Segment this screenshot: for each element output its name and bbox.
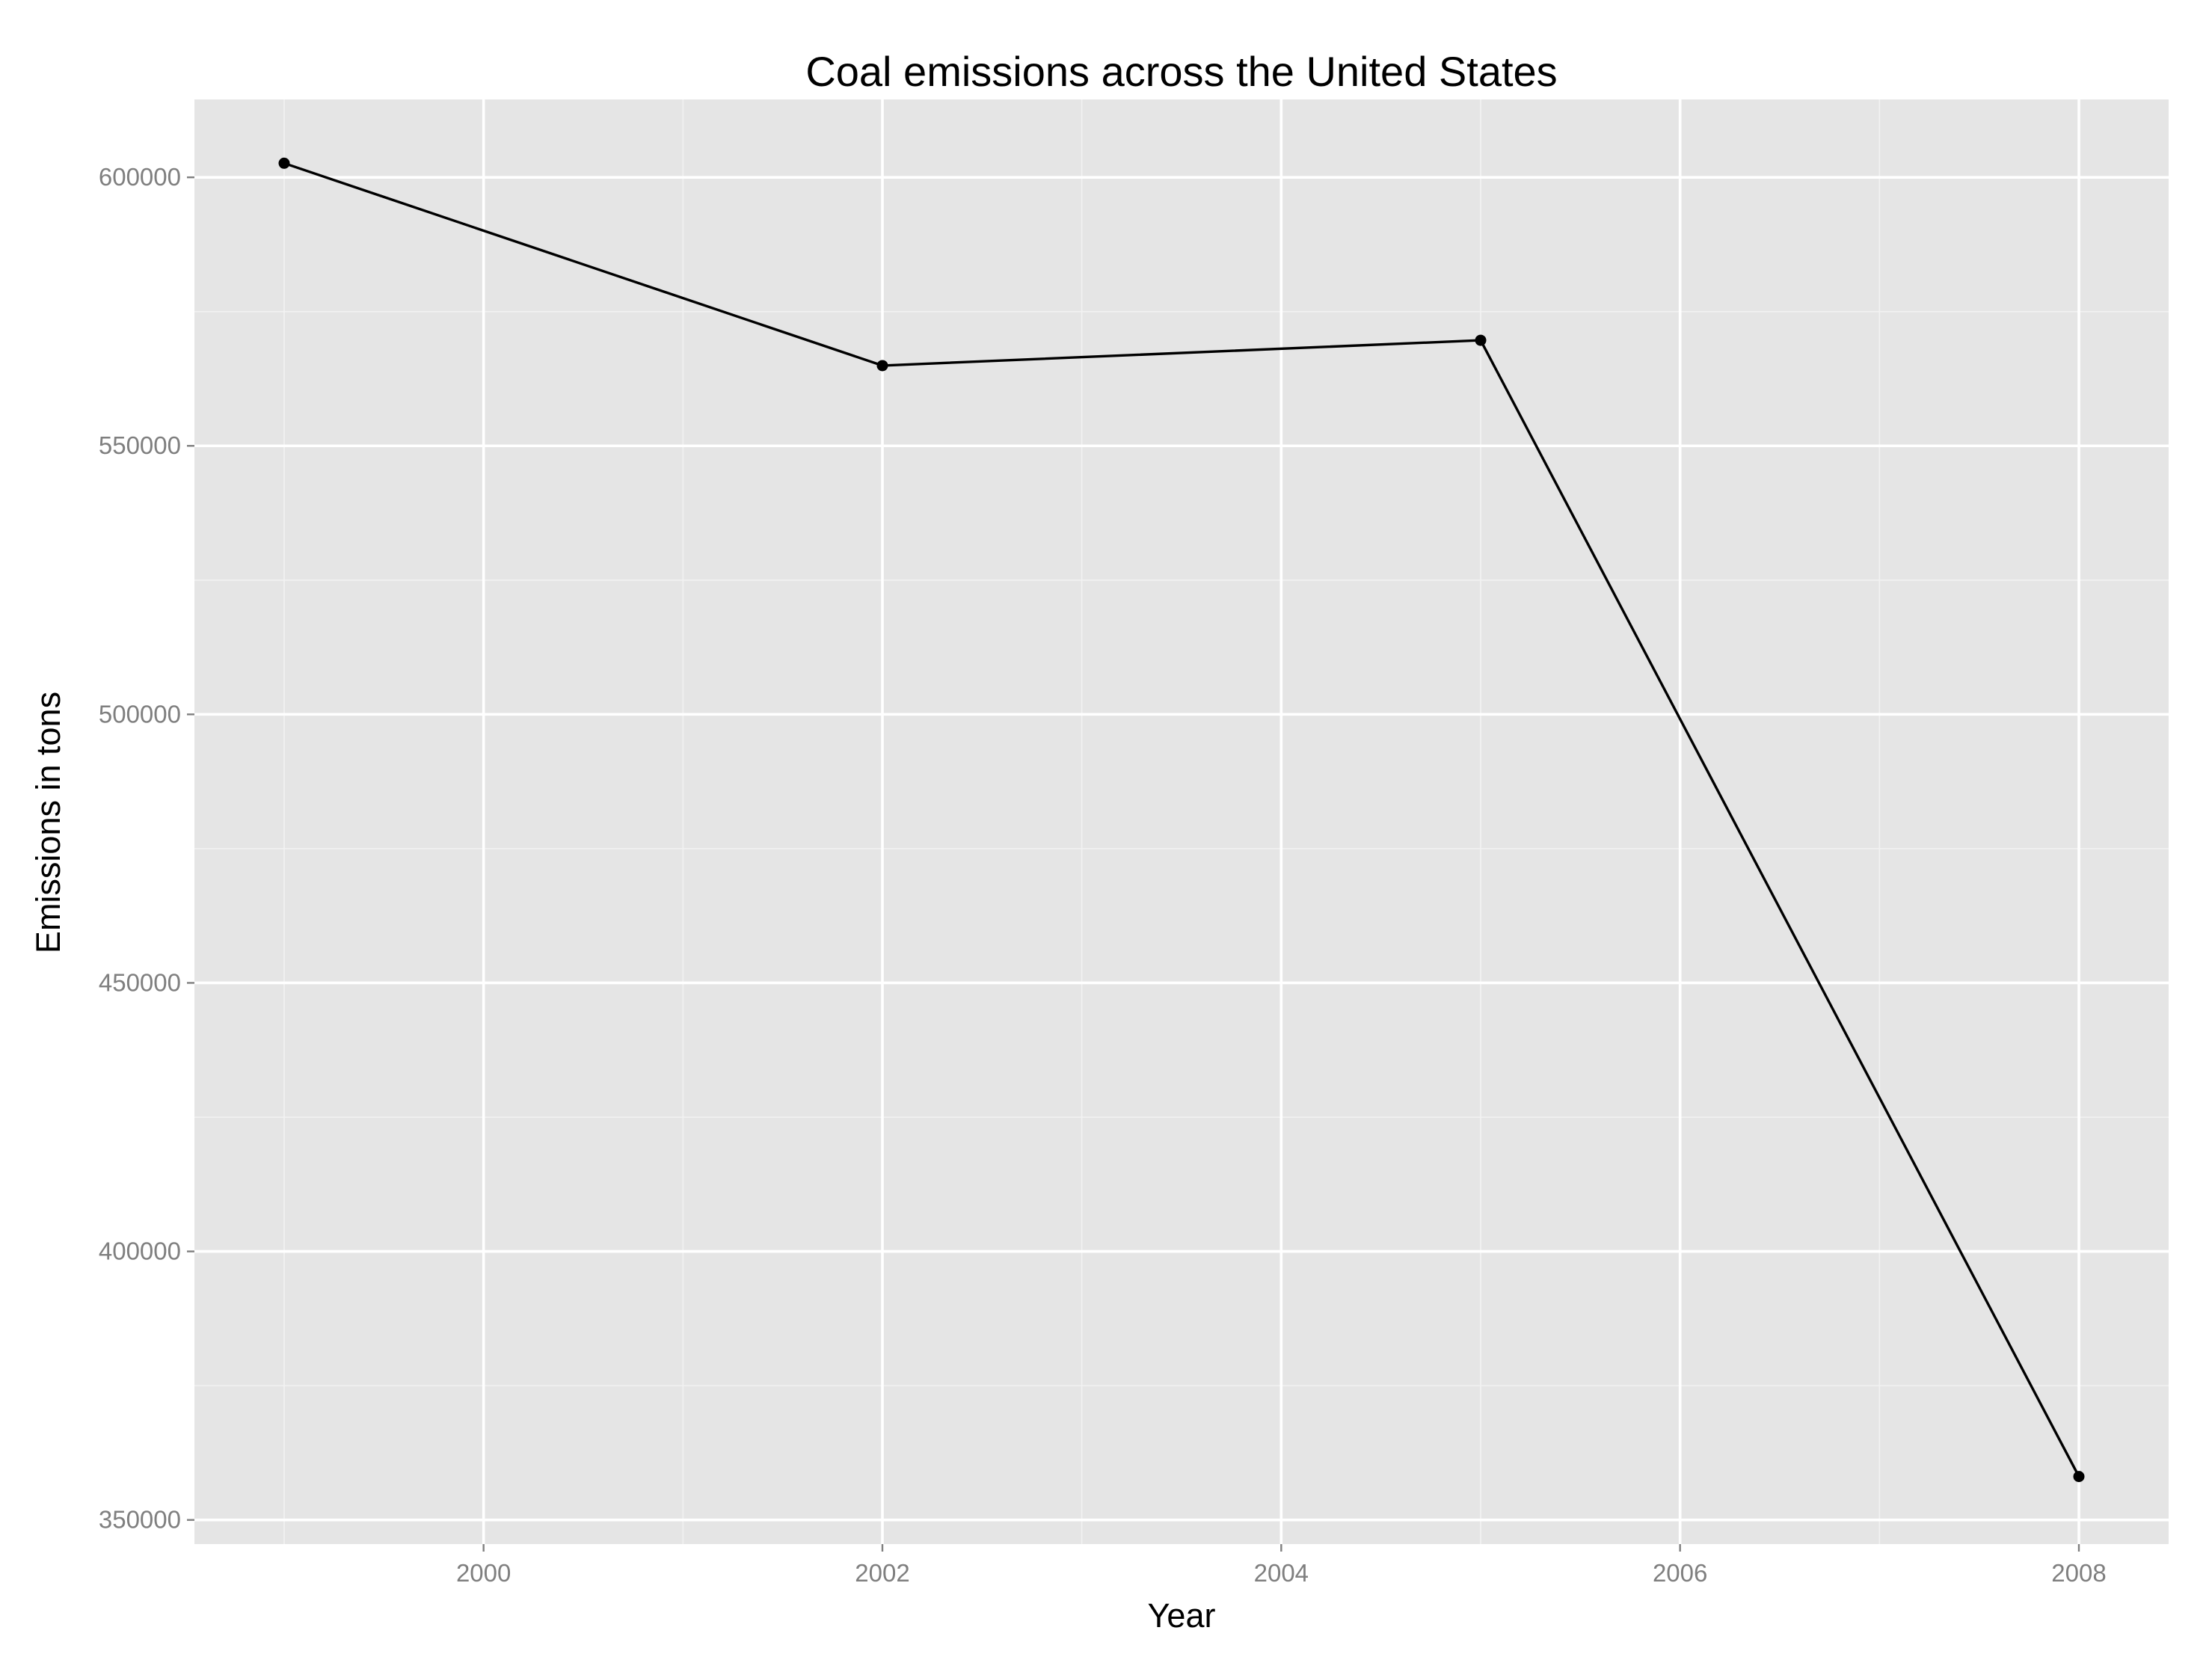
x-tick-label: 2000 [456, 1559, 511, 1587]
y-tick-label: 400000 [99, 1238, 181, 1265]
y-tick-label: 550000 [99, 431, 181, 459]
y-axis-title: Emissions in tons [29, 692, 67, 953]
y-tick-label: 450000 [99, 968, 181, 996]
y-axis: 350000 400000 450000 500000 550000 600000 [99, 163, 194, 1534]
y-tick-label: 500000 [99, 700, 181, 728]
x-tick-label: 2002 [855, 1559, 909, 1587]
minor-gridlines [194, 99, 2169, 1544]
major-gridlines [194, 99, 2169, 1544]
data-point [876, 360, 888, 372]
series-line [283, 162, 2080, 1478]
x-tick-label: 2006 [1653, 1559, 1707, 1587]
y-tick-label: 350000 [99, 1506, 181, 1534]
x-tick-label: 2004 [1254, 1559, 1309, 1587]
data-point [2073, 1471, 2085, 1483]
chart-title: Coal emissions across the United States [805, 48, 1557, 95]
x-tick-label: 2008 [2051, 1559, 2106, 1587]
plot-panel [194, 99, 2169, 1544]
series-points [278, 157, 2085, 1483]
data-point [1475, 334, 1487, 346]
y-tick-label: 600000 [99, 163, 181, 191]
x-axis-title: Year [1148, 1596, 1216, 1635]
data-point [278, 157, 290, 169]
x-axis: 2000 2002 2004 2006 2008 [456, 1544, 2107, 1587]
